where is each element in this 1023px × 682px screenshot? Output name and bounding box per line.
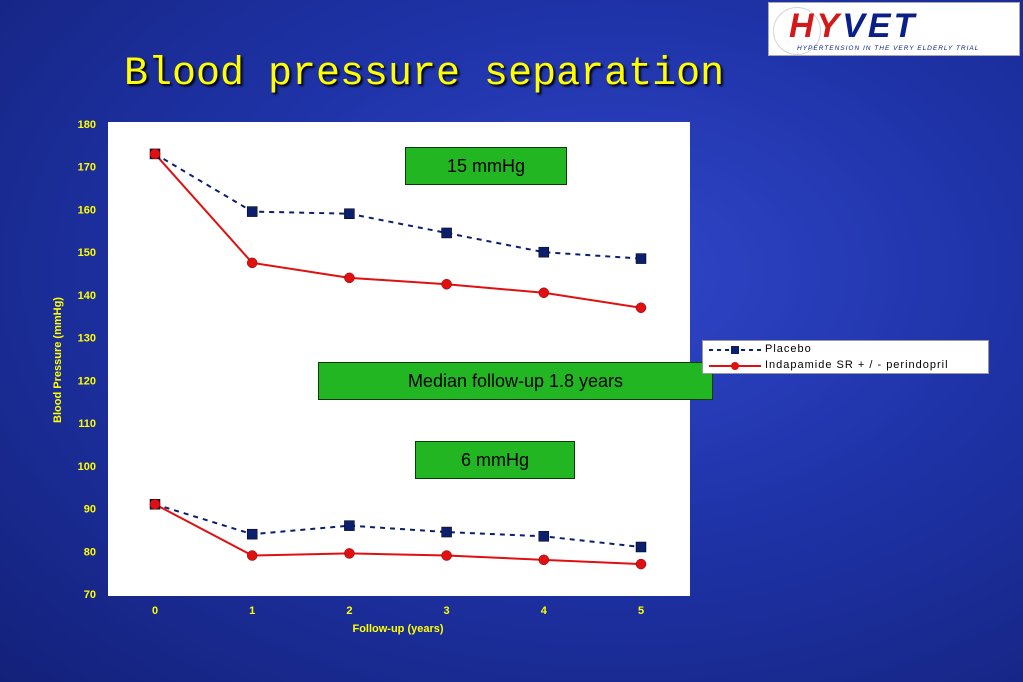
- data-point-diastolic-placebo: [246, 528, 258, 540]
- data-point-systolic-treatment: [246, 257, 258, 269]
- y-tick-label: 170: [78, 162, 96, 174]
- data-point-diastolic-treatment: [246, 550, 258, 561]
- y-axis-label: Blood Pressure (mmHg): [52, 297, 64, 423]
- data-point-diastolic-treatment: [441, 550, 452, 561]
- data-point-systolic-treatment: [635, 302, 647, 313]
- data-point-systolic-treatment: [441, 278, 452, 290]
- data-point-diastolic-treatment: [635, 558, 647, 570]
- legend-placebo-marker: [709, 346, 761, 354]
- data-point-diastolic-treatment: [344, 548, 355, 559]
- data-point-systolic-placebo: [538, 246, 550, 258]
- y-tick-label: 90: [84, 504, 96, 516]
- y-tick-label: 160: [78, 204, 96, 216]
- x-tick-label: 5: [638, 605, 644, 617]
- logo-tagline: HYPERTENSION IN THE VERY ELDERLY TRIAL: [797, 45, 980, 52]
- data-point-diastolic-placebo: [344, 520, 355, 531]
- hyvet-logo: HYVET HYPERTENSION IN THE VERY ELDERLY T…: [768, 2, 1020, 56]
- data-point-systolic-placebo: [246, 206, 258, 217]
- data-point-systolic-placebo: [635, 253, 647, 264]
- x-tick-label: 0: [152, 605, 158, 617]
- data-point-diastolic-treatment: [538, 554, 550, 566]
- y-tick-label: 140: [78, 290, 96, 302]
- y-tick-label: 130: [78, 333, 96, 345]
- data-point-systolic-treatment: [149, 148, 161, 160]
- data-point-diastolic-placebo: [441, 526, 452, 538]
- x-tick-label: 4: [541, 605, 548, 617]
- follow-up-box: Median follow-up 1.8 years: [318, 362, 713, 400]
- series-line-diastolic-placebo: [154, 503, 642, 548]
- x-tick-label: 3: [444, 605, 450, 617]
- systolic-difference-box: 15 mmHg: [405, 147, 567, 185]
- logo-wordmark: HYVET: [789, 7, 918, 45]
- series-line-diastolic-treatment: [154, 503, 642, 566]
- y-tick-label: 100: [78, 461, 96, 473]
- slide-title: Blood pressure separation: [124, 52, 725, 97]
- x-tick-label: 1: [249, 605, 255, 617]
- legend-label-treatment: Indapamide SR + / - perindopril: [765, 359, 949, 371]
- data-point-diastolic-placebo: [635, 541, 647, 553]
- plot-area: [108, 122, 690, 596]
- legend-treatment-marker: [709, 362, 761, 370]
- y-tick-label: 150: [78, 247, 96, 259]
- x-tick-label: 2: [346, 605, 352, 617]
- y-tick-label: 180: [78, 119, 96, 131]
- legend-label-placebo: Placebo: [765, 343, 812, 355]
- data-point-systolic-placebo: [441, 227, 452, 239]
- chart-legend: Placebo Indapamide SR + / - perindopril: [702, 340, 989, 374]
- data-point-systolic-treatment: [538, 287, 550, 299]
- x-axis-label: Follow-up (years): [352, 623, 443, 635]
- y-tick-label: 110: [78, 418, 96, 430]
- series-line-systolic-treatment: [154, 153, 642, 309]
- diastolic-difference-box: 6 mmHg: [415, 441, 575, 479]
- series-line-systolic-placebo: [154, 153, 642, 260]
- data-point-systolic-placebo: [344, 208, 355, 219]
- y-tick-label: 120: [78, 375, 96, 387]
- data-point-diastolic-placebo: [538, 531, 550, 542]
- data-point-diastolic-treatment: [149, 499, 161, 510]
- y-tick-label: 70: [84, 589, 96, 601]
- globe-icon: [773, 7, 821, 55]
- data-point-systolic-treatment: [344, 272, 355, 284]
- y-tick-label: 80: [84, 546, 96, 558]
